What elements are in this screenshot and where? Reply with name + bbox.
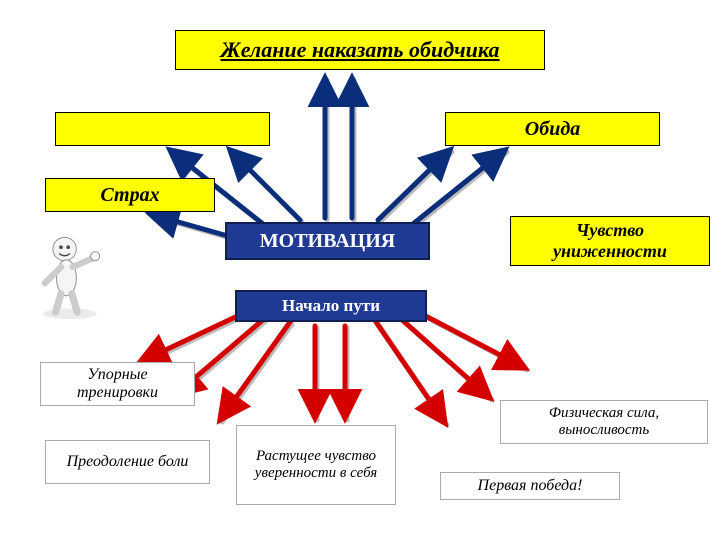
nachalo-box: Начало пути — [235, 290, 427, 322]
fizsila-box: Физическая сила, выносливость — [500, 400, 708, 444]
chuvstvo-box: Чувство униженности — [510, 216, 710, 266]
rastushchee-box: Растущее чувство уверенности в себя — [236, 425, 396, 505]
strah-box: Страх — [45, 178, 215, 212]
obida-box: Обида — [445, 112, 660, 146]
motivation-box: МОТИВАЦИЯ — [225, 222, 430, 260]
preodolenie-box: Преодоление боли — [45, 440, 210, 484]
title-box: Желание наказать обидчика — [175, 30, 545, 70]
pervaya-box: Первая победа! — [440, 472, 620, 500]
upornye-box: Упорные тренировки — [40, 362, 195, 406]
blank-yellow-box — [55, 112, 270, 146]
stickman-figure — [34, 231, 106, 321]
